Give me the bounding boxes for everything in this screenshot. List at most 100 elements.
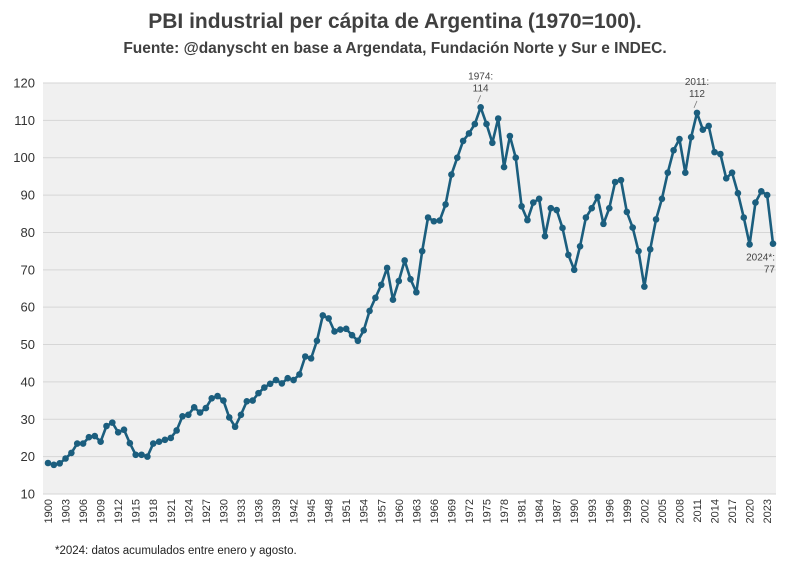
data-point — [196, 409, 204, 416]
x-tick-label: 1933 — [236, 499, 248, 523]
y-tick-label: 10 — [21, 487, 35, 502]
x-tick-label: 1915 — [131, 499, 143, 523]
x-tick-label: 1966 — [429, 499, 441, 523]
data-point — [506, 132, 514, 140]
data-point — [711, 148, 718, 156]
data-point — [494, 115, 502, 122]
x-tick-label: 1912 — [113, 499, 125, 523]
data-point — [717, 150, 724, 158]
data-point — [97, 438, 104, 445]
x-tick-label: 1903 — [61, 499, 73, 523]
x-tick-label: 1978 — [499, 499, 511, 523]
data-point — [395, 277, 403, 285]
data-point — [85, 433, 93, 441]
data-point — [553, 206, 560, 214]
data-point — [752, 199, 759, 206]
data-point — [693, 109, 701, 117]
data-point — [220, 397, 227, 404]
data-point — [471, 120, 479, 128]
data-point — [389, 296, 397, 304]
x-tick-label: 1948 — [324, 499, 336, 523]
data-point — [313, 337, 321, 345]
data-point — [138, 451, 145, 459]
data-point — [740, 214, 748, 221]
data-point — [459, 137, 467, 145]
x-tick-label: 1921 — [166, 499, 178, 523]
x-tick-label: 2020 — [745, 499, 757, 523]
plot-area — [43, 83, 776, 494]
data-point — [436, 217, 444, 224]
data-point — [635, 247, 642, 255]
y-tick-label: 120 — [13, 76, 35, 91]
data-point — [120, 426, 128, 434]
data-point — [68, 449, 75, 457]
x-tick-label: 1987 — [552, 499, 564, 523]
data-point — [529, 199, 537, 206]
y-tick-label: 20 — [21, 449, 35, 464]
x-tick-label: 1972 — [464, 499, 476, 523]
data-point — [594, 193, 601, 201]
x-tick-label: 1918 — [148, 499, 160, 523]
data-point — [746, 241, 753, 248]
x-tick-label: 1954 — [359, 499, 371, 523]
annotation-label: 114 — [473, 83, 489, 94]
data-point — [266, 380, 274, 388]
x-tick-label: 2011 — [692, 499, 704, 523]
data-point — [325, 315, 332, 322]
data-point — [278, 380, 286, 387]
annotation-label: 112 — [689, 89, 705, 100]
data-point — [722, 174, 730, 182]
data-point — [366, 307, 373, 315]
x-tick-label: 1975 — [482, 499, 494, 523]
x-tick-label: 2017 — [727, 499, 739, 523]
data-point — [132, 451, 140, 459]
annotation-label: 2011: — [685, 77, 709, 88]
data-point — [611, 178, 619, 186]
data-point — [524, 216, 531, 224]
data-point — [149, 440, 157, 447]
data-point — [728, 169, 736, 176]
y-tick-label: 60 — [21, 300, 35, 315]
data-point — [576, 242, 584, 250]
data-point — [284, 374, 292, 382]
data-point — [541, 232, 549, 240]
data-point — [126, 439, 134, 447]
data-point — [687, 133, 695, 141]
data-point — [629, 224, 636, 231]
data-point — [734, 189, 742, 197]
data-point — [623, 208, 631, 216]
data-point — [342, 325, 350, 333]
data-point — [185, 411, 192, 419]
data-point — [307, 355, 315, 362]
series-group — [44, 103, 777, 469]
data-point — [582, 214, 590, 221]
data-point — [62, 455, 69, 462]
y-tick-label: 50 — [21, 337, 35, 352]
data-point — [413, 288, 420, 296]
x-tick-label: 1999 — [622, 499, 634, 523]
x-tick-label: 1939 — [271, 499, 283, 523]
data-point — [331, 328, 338, 335]
footnote: *2024: datos acumulados entre enero y ag… — [55, 545, 297, 557]
data-point — [588, 204, 596, 212]
data-point — [208, 395, 216, 402]
data-point — [699, 126, 707, 134]
x-tick-label: 1993 — [587, 499, 599, 523]
data-point — [547, 204, 555, 212]
data-point — [401, 257, 408, 264]
data-point — [109, 419, 116, 426]
data-point — [255, 389, 262, 397]
x-tick-label: 2014 — [710, 499, 722, 523]
data-point — [272, 376, 280, 384]
data-point — [73, 440, 81, 447]
data-point — [430, 217, 438, 225]
data-point — [360, 327, 368, 334]
x-tick-label: 1927 — [201, 499, 213, 523]
data-point — [231, 423, 239, 431]
data-point — [535, 195, 543, 203]
x-tick-label: 1936 — [253, 499, 265, 523]
x-tick-label: 1990 — [569, 499, 581, 523]
data-point — [337, 326, 344, 333]
data-point — [372, 294, 379, 302]
data-point — [442, 201, 449, 208]
